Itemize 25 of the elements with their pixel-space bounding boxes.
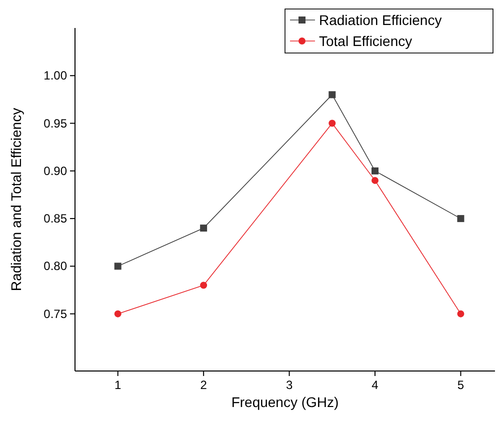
x-tick-label: 4 xyxy=(372,378,379,392)
point xyxy=(114,262,122,270)
point xyxy=(328,120,336,127)
legend-label: Radiation Efficiency xyxy=(319,12,442,28)
y-tick-label: 0.95 xyxy=(44,116,68,130)
point xyxy=(200,282,208,289)
point xyxy=(200,224,208,232)
point xyxy=(114,310,122,318)
legend-label: Total Efficiency xyxy=(319,33,412,49)
y-tick-label: 0.75 xyxy=(44,306,68,321)
x-tick-label: 1 xyxy=(114,378,122,392)
x-axis-title: Frequency (GHz) xyxy=(231,394,339,410)
y-axis-title: Radiation and Total Efficiency xyxy=(8,108,24,292)
point xyxy=(457,215,464,222)
x-tick-label: 2 xyxy=(200,378,208,392)
y-tick-label: 1.00 xyxy=(44,68,68,83)
y-tick-label: 0.90 xyxy=(44,164,68,178)
point xyxy=(328,91,336,98)
x-tick-label: 3 xyxy=(286,378,293,392)
point xyxy=(457,310,464,318)
point xyxy=(372,176,378,184)
x-tick-label: 5 xyxy=(457,378,464,392)
y-tick-label: 0.80 xyxy=(44,259,68,274)
point xyxy=(372,167,378,174)
y-tick-label: 0.85 xyxy=(44,212,68,226)
